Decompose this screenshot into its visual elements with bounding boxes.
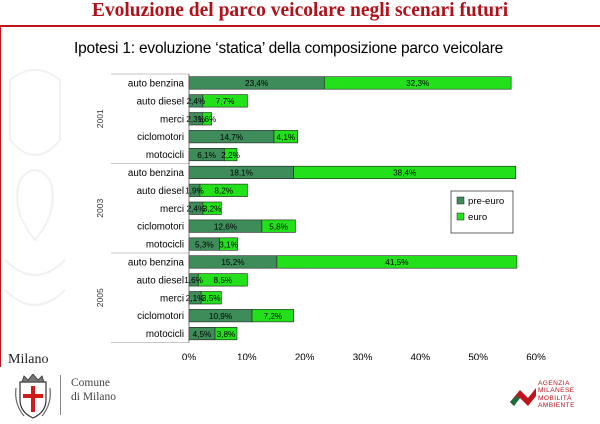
- bar-euro: [199, 183, 248, 197]
- x-tick-label: 50%: [468, 353, 488, 361]
- category-label: auto benzina: [128, 257, 185, 268]
- slide-title: Evoluzione del parco veicolare negli sce…: [91, 0, 509, 21]
- data-label-euro: 8,5%: [213, 276, 232, 285]
- data-label-pre-euro: 1,6%: [184, 276, 203, 285]
- data-label-euro: 32,3%: [406, 79, 429, 88]
- data-label-pre-euro: 2,1%: [186, 294, 205, 303]
- bar-euro: [324, 76, 512, 90]
- bar-euro: [273, 130, 299, 144]
- data-label-euro: 3,5%: [202, 294, 221, 303]
- bar-euro: [202, 94, 248, 108]
- bar-euro: [276, 255, 518, 269]
- data-label-euro: 8,2%: [214, 187, 233, 196]
- data-label-pre-euro: 18,1%: [230, 169, 253, 178]
- data-label-pre-euro: 2,4%: [187, 205, 206, 214]
- bar-euro: [197, 273, 248, 287]
- bar-euro: [223, 148, 238, 162]
- footer-divider: [60, 375, 61, 415]
- bar-euro: [200, 291, 222, 305]
- data-label-pre-euro: 5,3%: [195, 240, 214, 249]
- agenzia-logo-icon: [510, 388, 536, 406]
- data-label-euro: 7,7%: [216, 97, 235, 106]
- legend-label: pre-euro: [468, 196, 504, 207]
- data-label-euro: 1,6%: [198, 115, 217, 124]
- left-border-line: [0, 27, 1, 367]
- slide-subtitle: Ipotesi 1: evoluzione ‘statica’ della co…: [74, 40, 504, 57]
- group-year-label: 2005: [95, 288, 105, 307]
- bar-euro: [251, 309, 294, 323]
- stacked-bar-chart: 2001 auto benzina auto diesel merci ciclomot…: [91, 71, 557, 360]
- bar-euro: [261, 219, 296, 233]
- data-label-euro: 2,2%: [221, 151, 240, 160]
- agenzia-line-3: MOBILITÀ: [538, 394, 572, 402]
- category-label: auto diesel: [137, 275, 184, 286]
- bar-euro: [219, 237, 238, 251]
- data-label-euro: 7,2%: [264, 312, 283, 321]
- agenzia-line-2: MILANESE: [538, 387, 575, 395]
- data-label-pre-euro: 2,3%: [186, 115, 205, 124]
- milano-wordmark: Milano: [8, 352, 49, 367]
- data-label-pre-euro: 15,2%: [221, 258, 244, 267]
- category-label: auto diesel: [137, 186, 184, 197]
- chart-svg: 2001 auto benzina auto diesel merci ciclomot…: [95, 73, 546, 361]
- legend-box: [450, 190, 514, 234]
- data-label-euro: 41,5%: [385, 258, 408, 267]
- data-label-pre-euro: 10,9%: [209, 312, 232, 321]
- agenzia-line-1: AGENZIA: [538, 380, 570, 387]
- category-label: merci: [160, 293, 184, 304]
- legend-swatch: [456, 212, 465, 221]
- data-label-pre-euro: 6,1%: [197, 151, 216, 160]
- data-label-pre-euro: 1,9%: [185, 187, 204, 196]
- x-tick-label: 60%: [526, 353, 546, 361]
- category-label: auto benzina: [128, 168, 185, 179]
- bar-euro: [202, 112, 212, 126]
- category-label: motocicli: [146, 150, 184, 161]
- comune-line-1: Comune: [71, 377, 110, 389]
- x-tick-label: 0%: [182, 353, 196, 361]
- category-label: merci: [160, 204, 184, 215]
- data-label-euro: 3,2%: [203, 205, 222, 214]
- category-label: ciclomotori: [137, 222, 184, 233]
- category-label: auto diesel: [137, 96, 184, 107]
- comune-label: Comune di Milano: [71, 376, 116, 404]
- agenzia-text: AGENZIA MILANESE MOBILITÀ AMBIENTE: [538, 380, 575, 410]
- x-tick-label: 30%: [353, 353, 373, 361]
- bar-euro: [293, 165, 517, 179]
- category-label: ciclomotori: [137, 132, 184, 143]
- comune-line-2: di Milano: [71, 391, 117, 403]
- data-label-pre-euro: 12,6%: [214, 222, 237, 231]
- legend-swatch: [456, 196, 465, 205]
- data-label-euro: 3,8%: [217, 330, 236, 339]
- category-label: auto benzina: [128, 78, 185, 89]
- category-label: motocicli: [146, 240, 184, 251]
- x-tick-label: 20%: [295, 353, 315, 361]
- agenzia-line-4: AMBIENTE: [538, 402, 575, 410]
- group-year-label: 2001: [95, 109, 105, 128]
- legend-label: euro: [468, 212, 487, 223]
- milano-crest-icon: [15, 374, 51, 419]
- watermark-crest: [4, 69, 66, 306]
- data-label-pre-euro: 23,4%: [245, 79, 268, 88]
- x-tick-label: 40%: [411, 353, 431, 361]
- x-tick-label: 10%: [237, 353, 257, 361]
- data-label-pre-euro: 2,4%: [187, 97, 206, 106]
- data-label-euro: 38,4%: [393, 169, 416, 178]
- data-label-euro: 4,1%: [277, 133, 296, 142]
- data-label-euro: 5,8%: [269, 222, 288, 231]
- bar-euro: [202, 201, 222, 215]
- data-label-pre-euro: 14,7%: [220, 133, 243, 142]
- data-label-euro: 3,1%: [219, 240, 238, 249]
- data-label-pre-euro: 4,5%: [193, 330, 212, 339]
- category-label: motocicli: [146, 329, 184, 340]
- title-divider: [0, 25, 600, 27]
- bar-euro: [214, 326, 238, 341]
- group-year-label: 2003: [95, 199, 105, 218]
- category-label: ciclomotori: [137, 311, 184, 322]
- category-label: merci: [160, 114, 184, 125]
